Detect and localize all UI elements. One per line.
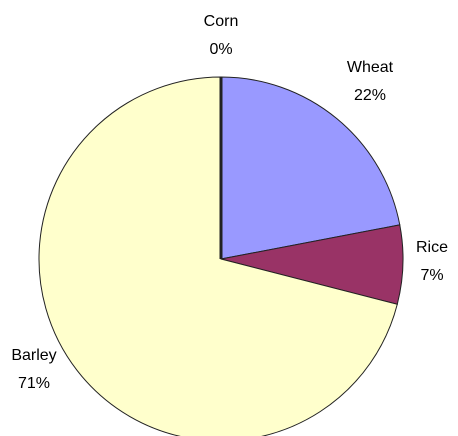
- slice-label: Wheat: [347, 59, 394, 76]
- pie-slice: [220, 76, 401, 260]
- pie-slice: [38, 76, 398, 436]
- slice-value-label: 7%: [420, 267, 443, 284]
- slice-label: Rice: [416, 239, 448, 256]
- slice-label: Corn: [204, 13, 239, 30]
- slice-label: Barley: [11, 347, 56, 364]
- slice-value-label: 0%: [209, 41, 232, 58]
- slice-value-label: 71%: [18, 375, 50, 392]
- slice-value-label: 22%: [354, 87, 386, 104]
